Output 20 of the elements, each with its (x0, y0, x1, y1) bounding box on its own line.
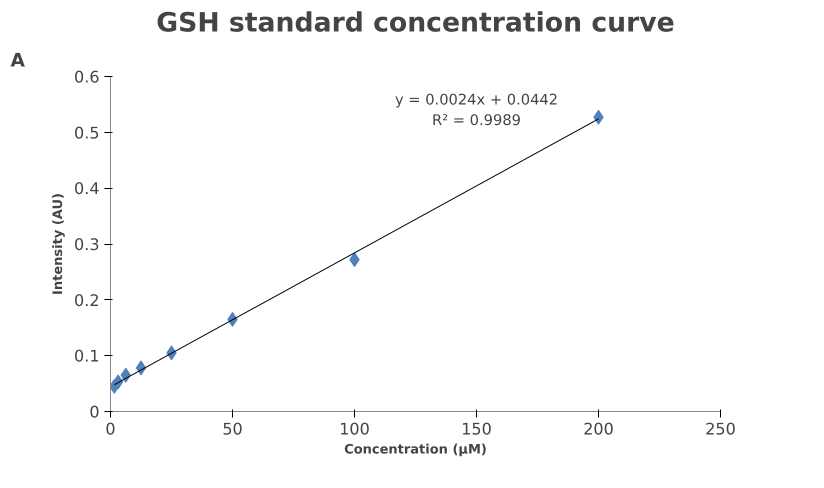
point (349, 252, 360, 268)
x-tick-label: 200 (583, 420, 614, 438)
text: A (10, 50, 26, 72)
x-tick-label: 250 (705, 420, 736, 438)
x-tick-label: 0 (105, 420, 116, 438)
y-tick-label: 0.1 (74, 346, 100, 366)
y-tick-label: 0.6 (74, 68, 100, 86)
y-tick-label: 0 (89, 402, 100, 422)
x-tick-label: 150 (461, 420, 492, 438)
x-tick-label: 50 (222, 420, 243, 438)
point (593, 110, 604, 125)
y-tick-label: 0.4 (74, 179, 100, 198)
y-tick-label: 0.3 (74, 235, 100, 254)
y-axis-title: Intensity (AU) (51, 193, 66, 295)
x-axis-title: Concentration (µM) (344, 442, 487, 458)
annotation: y = 0.0024x + 0.0442 R² = 0.9989 (394, 92, 558, 129)
y-tick-label: 0.2 (74, 290, 100, 310)
y-tick-label: 0.5 (74, 123, 100, 142)
chart-title: GSH standard concentration curve (156, 8, 675, 38)
x-tick-label: 100 (339, 420, 370, 438)
